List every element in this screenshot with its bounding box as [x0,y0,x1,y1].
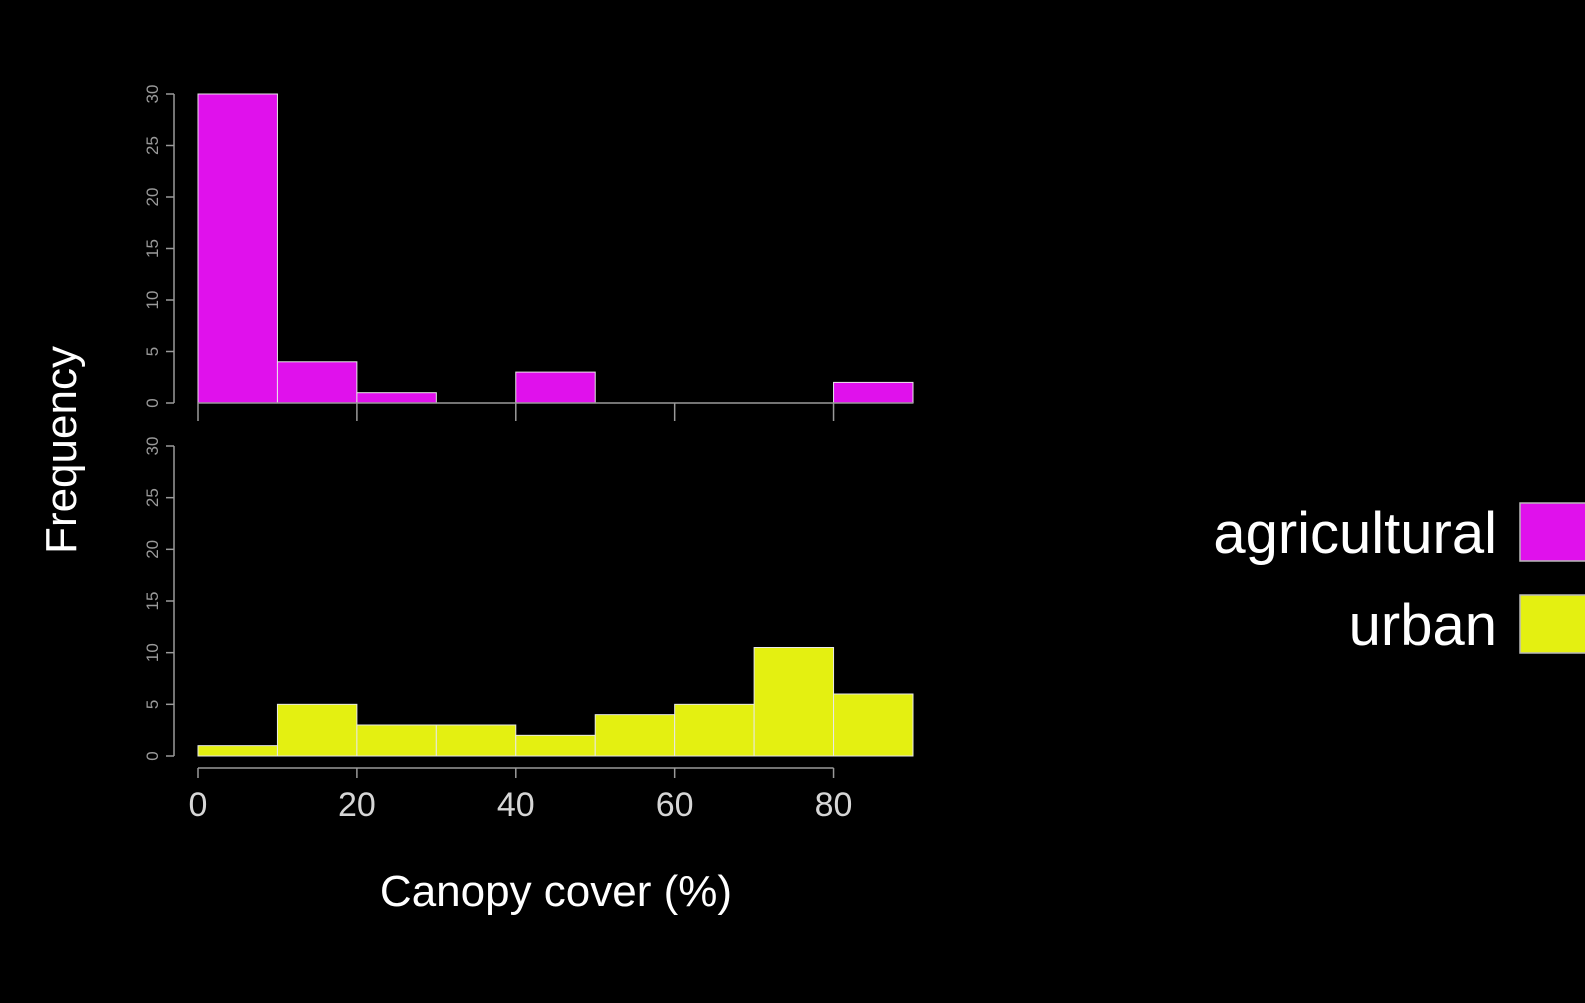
legend-item-agricultural: agricultural [1213,501,1585,566]
x-tick-label: 0 [189,786,208,824]
y-tick-label: 5 [143,347,162,356]
y-tick-label: 20 [143,188,162,207]
histogram-bar [197,745,278,757]
histogram-bar [356,392,437,404]
histogram-bar [197,93,278,404]
legend-label: agricultural [1213,501,1497,566]
legend-label: urban [1349,593,1497,658]
y-tick-label: 20 [143,540,162,559]
histogram-bar [674,703,755,757]
x-tick-label: 80 [815,786,853,824]
y-axis-label: Frequency [37,346,86,554]
legend-swatch [1519,502,1585,562]
legend-swatch [1519,594,1585,654]
y-tick-label: 5 [143,700,162,709]
histogram-bar [833,693,914,757]
x-axis-label: Canopy cover (%) [380,867,732,916]
histogram-bar [276,703,358,757]
y-tick-label: 25 [143,488,162,507]
histogram-bar [515,371,596,404]
legend-item-urban: urban [1349,593,1585,658]
y-tick-label: 10 [143,291,162,310]
histogram-bar [356,724,437,757]
y-tick-label: 10 [143,643,162,662]
y-tick-label: 15 [143,592,162,611]
bottom-panel-urban: 0 5 10 15 20 25 30 [143,437,914,761]
top-panel-agricultural: 0 5 10 15 20 25 30 [143,85,914,421]
histogram-bar [753,647,835,757]
y-tick-label: 25 [143,136,162,155]
histogram-bar [276,361,358,404]
x-tick-label: 40 [497,786,535,824]
x-axis: 0 20 40 60 80 [189,767,853,824]
histogram-bar [515,734,596,757]
histogram-bar [594,714,676,757]
y-tick-label: 15 [143,239,162,258]
y-tick-label: 0 [143,751,162,760]
y-tick-label: 30 [143,85,162,104]
x-tick-label: 20 [338,786,376,824]
legend: agricultural urban [1213,501,1585,658]
histogram-bar [833,381,914,404]
y-tick-label: 0 [143,398,162,407]
histogram-bar [435,724,517,757]
x-tick-label: 60 [656,786,694,824]
y-tick-label: 30 [143,437,162,456]
